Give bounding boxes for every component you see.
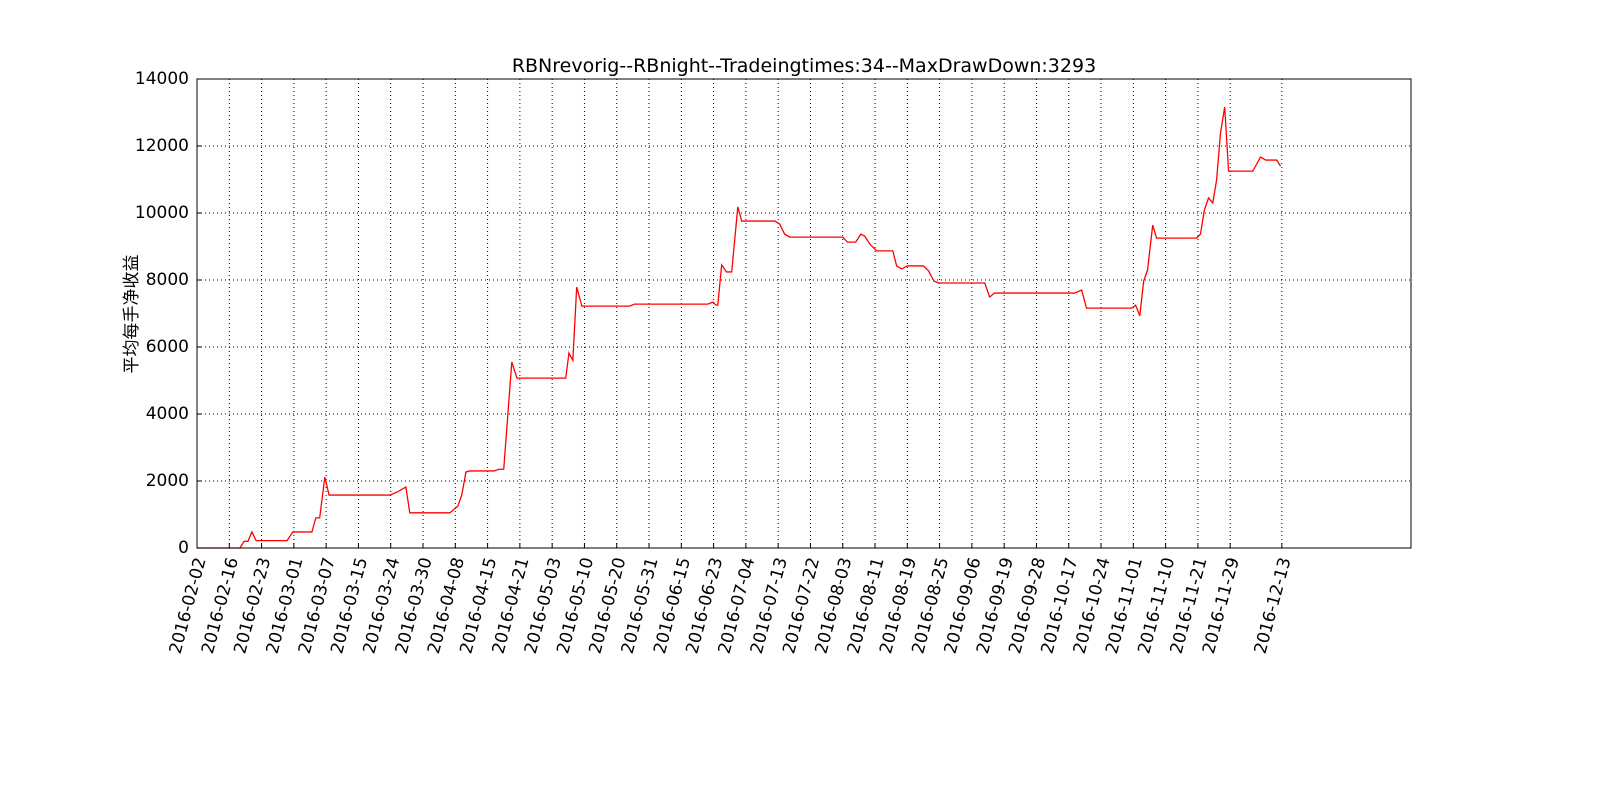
y-tick-label: 4000 — [146, 404, 189, 424]
plot-frame — [196, 78, 1412, 549]
y-axis-label: 平均每手净收益 — [122, 255, 142, 374]
y-tick-label: 12000 — [135, 136, 189, 156]
y-tick-label: 0 — [178, 538, 189, 558]
y-tick-label: 14000 — [135, 69, 189, 89]
y-tick-label: 6000 — [146, 337, 189, 357]
y-tick-label: 10000 — [135, 203, 189, 223]
y-tick-label: 2000 — [146, 471, 189, 491]
data-line — [197, 107, 1282, 549]
y-tick-label: 8000 — [146, 270, 189, 290]
x-tick-label: 2016-12-13 — [1251, 555, 1296, 656]
chart-title: RBNrevorig--RBnight--Tradeingtimes:34--M… — [512, 55, 1096, 77]
